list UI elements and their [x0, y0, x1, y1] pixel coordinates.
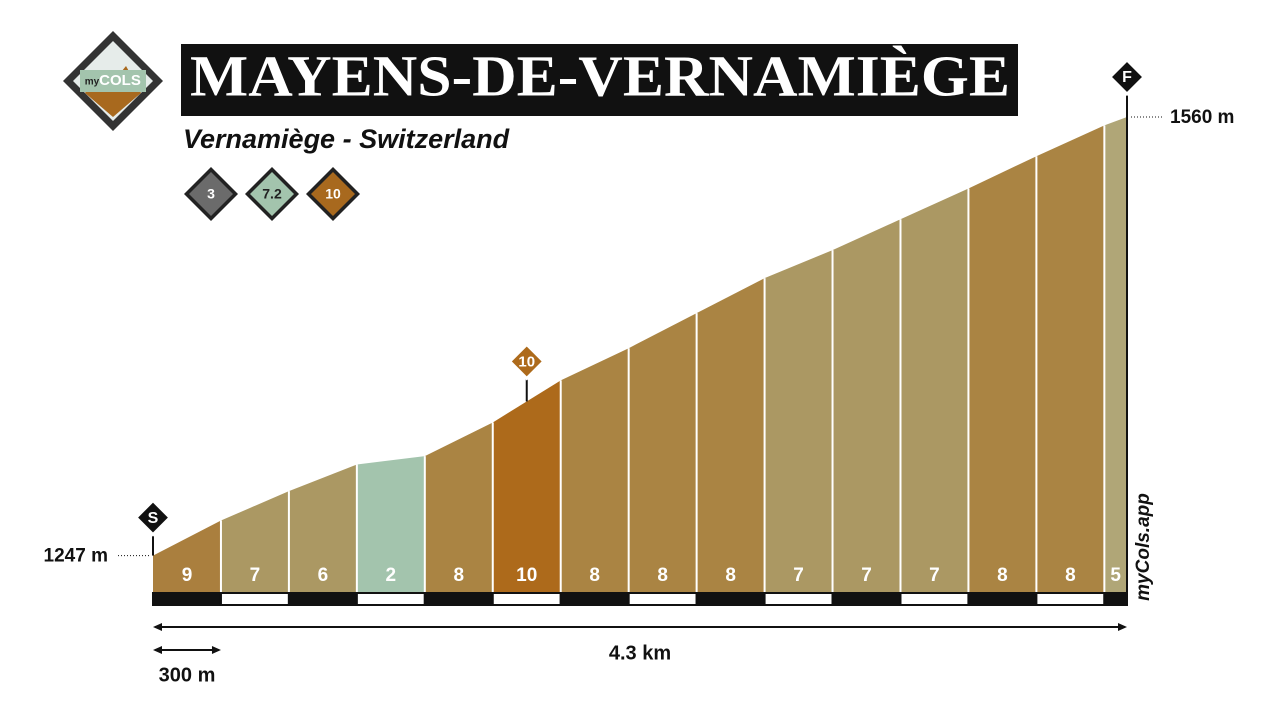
title-box: [181, 44, 1018, 116]
max-marker-shape: [507, 342, 546, 381]
km-strip: [355, 592, 426, 606]
km-strip: [967, 592, 1038, 606]
segment: [764, 250, 833, 592]
scale-arrow-head: [211, 646, 221, 654]
segment: [356, 456, 425, 592]
segment: [628, 313, 697, 592]
logo-band: [80, 70, 146, 92]
km-strip: [831, 592, 902, 606]
watermark: myCols.app: [1133, 493, 1154, 601]
start-marker: S: [148, 510, 159, 527]
segment: [288, 464, 357, 592]
segment: [1036, 125, 1105, 593]
gradient-label: 5: [1110, 565, 1121, 586]
segment: [424, 422, 493, 592]
finish-marker: F: [1122, 69, 1132, 86]
km-strip: [1035, 592, 1106, 606]
scale-arrow-head: [153, 646, 162, 654]
segment: [560, 348, 629, 592]
badge-shape: [311, 172, 355, 216]
end-elevation: 1560 m: [1170, 107, 1234, 128]
km-strip: [899, 592, 970, 606]
gradient-label: 10: [516, 565, 537, 586]
segment: [832, 219, 901, 592]
gradient-label: 8: [997, 565, 1008, 586]
logo-name: COLS: [99, 72, 141, 89]
km-strip: [763, 592, 834, 606]
finish-marker-shape: [1107, 57, 1147, 97]
logo: my COLS: [63, 31, 163, 131]
gradient-label: 7: [250, 565, 261, 586]
segment: [696, 278, 765, 592]
title: MAYENS-DE-VERNAMIÈGE: [190, 43, 1010, 108]
km-strip: [287, 592, 358, 606]
badge-shape: [250, 172, 294, 216]
gradient-label: 8: [589, 565, 600, 586]
badge: 10: [325, 186, 341, 202]
scale-label: 300 m: [159, 664, 216, 686]
segment: [492, 380, 561, 592]
distance-label: 4.3 km: [609, 642, 671, 664]
distance-arrow-head: [153, 623, 162, 631]
badge: 7.2: [262, 186, 282, 202]
segment: [1104, 117, 1127, 592]
km-strip: [559, 592, 630, 606]
km-strip: [219, 592, 290, 606]
segment: [220, 491, 289, 592]
km-strip: [627, 592, 698, 606]
km-strip: [491, 592, 562, 606]
badge-shape: [189, 172, 233, 216]
gradient-label: 7: [929, 565, 940, 586]
gradient-label: 9: [182, 565, 193, 586]
start-elevation: 1247 m: [44, 546, 108, 567]
segment: [968, 156, 1037, 592]
max-marker: 10: [518, 353, 535, 370]
badge: 3: [207, 186, 215, 202]
subtitle: Vernamiège - Switzerland: [183, 124, 510, 154]
gradient-label: 8: [657, 565, 668, 586]
gradient-label: 8: [1065, 565, 1076, 586]
start-marker-shape: [133, 498, 173, 537]
gradient-label: 6: [318, 565, 329, 586]
gradient-label: 7: [793, 565, 804, 586]
km-strip: [695, 592, 766, 606]
segment: [900, 188, 969, 592]
segment: [153, 520, 221, 592]
distance-arrow-head: [1118, 623, 1127, 631]
km-strip: [152, 592, 222, 606]
km-strip: [1103, 592, 1129, 606]
gradient-label: 8: [725, 565, 736, 586]
km-strip: [423, 592, 494, 606]
gradient-label: 2: [386, 565, 397, 586]
logo-prefix: my: [85, 77, 100, 88]
gradient-label: 8: [454, 565, 465, 586]
gradient-label: 7: [861, 565, 872, 586]
